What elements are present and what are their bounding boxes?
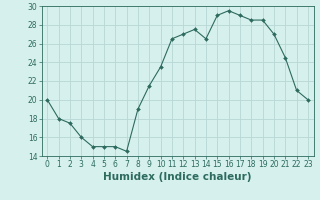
X-axis label: Humidex (Indice chaleur): Humidex (Indice chaleur) (103, 172, 252, 182)
